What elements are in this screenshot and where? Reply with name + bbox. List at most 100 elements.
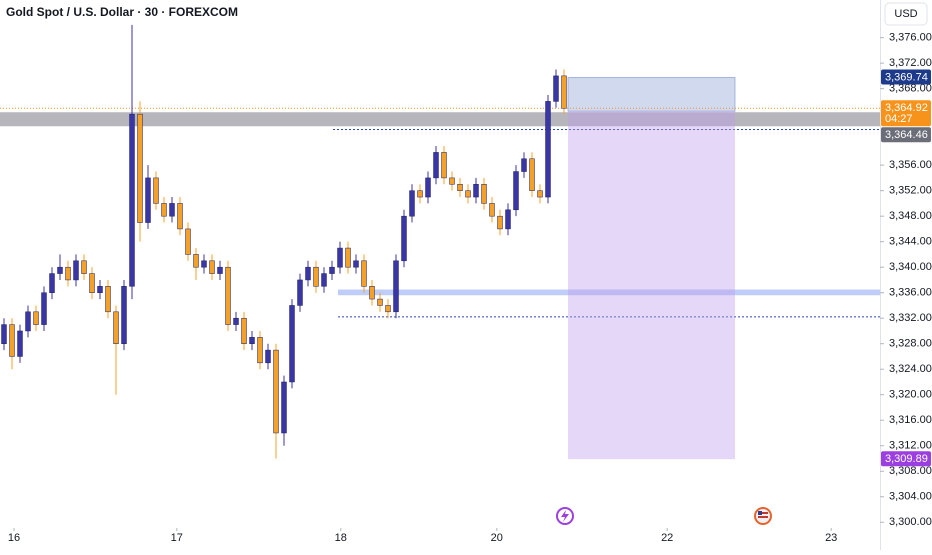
y-tick-label: 3,316.00 (889, 414, 932, 426)
price-zone (0, 112, 880, 127)
chart-title: Gold Spot / U.S. Dollar · 30 · FOREXCOM (6, 5, 238, 19)
candle-body (153, 177, 159, 204)
candle-body (161, 203, 167, 217)
candle-body (137, 113, 143, 223)
candle-body (457, 184, 463, 191)
candle-body (393, 260, 399, 313)
candle-body (353, 260, 359, 268)
position-stop-area (567, 77, 736, 112)
currency-button[interactable] (884, 2, 928, 26)
candle-body (81, 260, 87, 274)
flag-canton (758, 511, 762, 515)
candle-body (113, 311, 119, 344)
candle-body (233, 317, 239, 325)
y-tick-label: 3,352.00 (889, 185, 932, 197)
candle-body (313, 266, 319, 287)
candle-body (537, 190, 543, 198)
candle-body (105, 286, 111, 313)
y-tick-label: 3,348.00 (889, 210, 932, 222)
candle-body (209, 260, 215, 274)
price-label-box (881, 100, 931, 127)
x-tick-label: 22 (661, 532, 673, 544)
candle-body (433, 152, 439, 179)
candle-body (481, 184, 487, 204)
x-tick-label: 17 (171, 532, 183, 544)
candle-body (201, 260, 207, 268)
candle-body (305, 266, 311, 281)
candle-body (97, 286, 103, 293)
economic-event-icon[interactable] (754, 507, 772, 525)
price-label-box (881, 127, 931, 143)
price-label: 3,369.74 (885, 71, 928, 83)
candle-body (561, 75, 567, 109)
candle-body (553, 75, 559, 102)
candle-body (89, 273, 95, 293)
candle-body (441, 152, 447, 179)
candle-body (297, 279, 303, 306)
candle-body (289, 305, 295, 383)
candle-body (273, 349, 279, 434)
candle-body (177, 203, 183, 230)
y-tick-label: 3,336.00 (889, 287, 932, 299)
candle-body (249, 337, 255, 344)
price-label-box (881, 451, 931, 467)
candle-body (65, 266, 71, 281)
y-tick-label: 3,328.00 (889, 338, 932, 350)
candle-body (545, 101, 551, 198)
y-tick-label: 3,312.00 (889, 440, 932, 452)
candle-body (473, 184, 479, 198)
y-tick-label: 3,324.00 (889, 363, 932, 375)
price-label: 3,309.89 (885, 453, 928, 465)
candle-body (505, 209, 511, 230)
candle-body (121, 286, 127, 344)
candle-body (369, 286, 375, 300)
candle-body (417, 190, 423, 198)
candle-body (193, 254, 199, 268)
y-tick-label: 3,308.00 (889, 465, 932, 477)
candle-body (225, 266, 231, 325)
candle-body (145, 177, 151, 223)
candle-body (497, 215, 503, 230)
price-label: 3,364.46 (885, 129, 928, 141)
price-label-box (881, 69, 931, 85)
x-tick-label: 20 (491, 532, 503, 544)
y-tick-label: 3,300.00 (889, 516, 932, 528)
candle-body (73, 260, 79, 281)
candle-body (409, 190, 415, 217)
candle-body (265, 349, 271, 364)
candle-body (1, 324, 7, 344)
candle-body (345, 247, 351, 268)
candle-body (513, 171, 519, 211)
y-tick-label: 3,304.00 (889, 491, 932, 503)
plot-area (0, 24, 880, 460)
y-tick-label: 3,356.00 (889, 159, 932, 171)
price-label: 3,364.92 (885, 102, 928, 114)
candle-body (337, 247, 343, 268)
candle-body (185, 228, 191, 255)
candle-body (281, 381, 287, 434)
candle-body (321, 273, 327, 287)
candle-body (17, 330, 23, 357)
candle-body (361, 260, 367, 287)
candle-body (329, 266, 335, 274)
event-bolt (561, 510, 569, 522)
y-tick-label: 3,376.00 (889, 32, 932, 44)
candle-body (169, 203, 175, 217)
x-tick-label: 23 (825, 532, 837, 544)
position-target-area (568, 111, 735, 460)
candle-body (57, 266, 63, 274)
candle-body (521, 158, 527, 172)
event-icon[interactable] (556, 507, 574, 525)
x-tick-label: 18 (335, 532, 347, 544)
candle-body (241, 317, 247, 344)
candle-body (257, 337, 263, 364)
flag-stripe (758, 512, 768, 514)
candle-body (449, 177, 455, 185)
y-tick-label: 3,320.00 (889, 389, 932, 401)
candle-body (465, 190, 471, 198)
countdown: 04:27 (885, 113, 913, 125)
y-tick-label: 3,344.00 (889, 236, 932, 248)
candle-body (377, 298, 383, 306)
